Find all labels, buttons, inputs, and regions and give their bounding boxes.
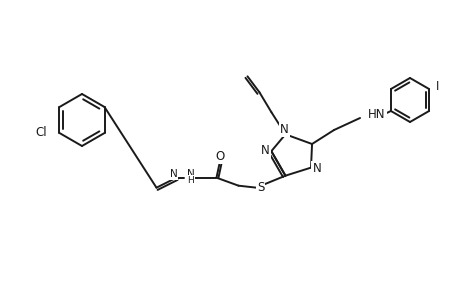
Text: N: N xyxy=(280,123,288,136)
Text: I: I xyxy=(436,80,439,92)
Text: N: N xyxy=(260,144,269,157)
Text: Cl: Cl xyxy=(36,125,47,139)
Text: S: S xyxy=(256,181,263,194)
Text: N: N xyxy=(186,169,194,179)
Text: H: H xyxy=(187,176,193,185)
Text: N: N xyxy=(312,162,321,175)
Text: O: O xyxy=(215,150,224,163)
Text: HN: HN xyxy=(367,107,385,121)
Text: N: N xyxy=(169,169,177,179)
